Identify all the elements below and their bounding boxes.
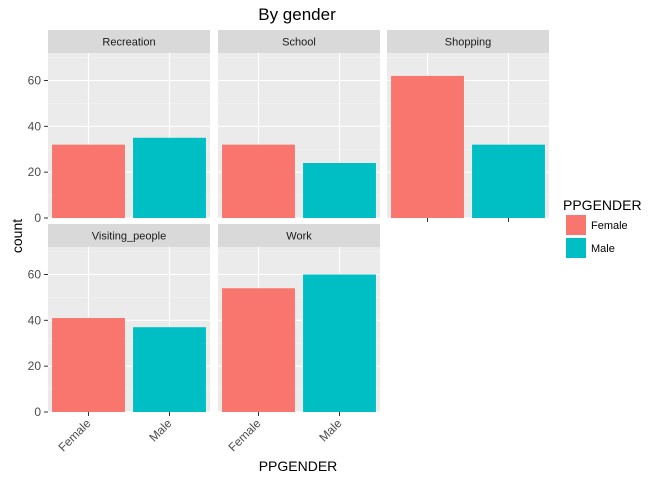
bar-work-female (222, 288, 295, 412)
facet-strip (387, 30, 549, 53)
y-tick-label: 20 (28, 165, 42, 179)
legend-key-female (566, 215, 586, 235)
facet-panel-visiting_people: Visiting_people (48, 224, 210, 413)
y-tick-label: 40 (28, 119, 42, 133)
x-axis-title: PPGENDER (259, 458, 338, 474)
bar-school-male (303, 163, 376, 218)
y-tick-label: 0 (34, 211, 41, 225)
bar-work-male (303, 274, 376, 412)
facet-panels: Recreation School Shopping Visiting_people W… (48, 30, 549, 413)
bar-visiting_people-female (52, 318, 125, 412)
y-tick-label: 60 (28, 268, 42, 282)
x-tick-label: Female (55, 416, 93, 454)
y-tick-label: 40 (28, 313, 42, 327)
legend: PPGENDER Female Male (563, 197, 642, 258)
legend-title: PPGENDER (563, 197, 642, 213)
x-tick-label: Male (316, 416, 345, 445)
y-tick-label: 20 (28, 359, 42, 373)
facet-panel-recreation: Recreation (48, 30, 210, 219)
facet-strip-label: Work (286, 231, 312, 243)
y-axis-title: count (9, 219, 25, 253)
chart-title: By gender (258, 5, 336, 24)
x-tick-label: Male (146, 416, 175, 445)
facet-panel-school: School (218, 30, 380, 219)
y-tick-label: 0 (34, 405, 41, 419)
facet-panel-shopping: Shopping (387, 30, 549, 219)
bar-school-female (222, 144, 295, 218)
y-tick-label: 60 (28, 74, 42, 88)
facet-strip (48, 30, 210, 53)
facet-strip-label: Shopping (445, 37, 492, 49)
bar-recreation-female (52, 144, 125, 218)
facet-strip (218, 224, 380, 247)
legend-label-male: Male (591, 243, 615, 255)
x-tick-label: Female (225, 416, 263, 454)
bar-shopping-female (391, 75, 464, 219)
facet-strip (48, 224, 210, 247)
bar-shopping-male (472, 144, 545, 218)
facet-strip (218, 30, 380, 53)
facet-strip-label: School (282, 37, 316, 49)
facet-strip-label: Recreation (102, 37, 155, 49)
bar-visiting_people-male (133, 327, 206, 412)
facet-strip-label: Visiting_people (92, 231, 166, 243)
facet-panel-work: Work (218, 224, 380, 413)
legend-key-male (566, 238, 586, 258)
bar-recreation-male (133, 137, 206, 218)
legend-label-female: Female (591, 220, 628, 232)
